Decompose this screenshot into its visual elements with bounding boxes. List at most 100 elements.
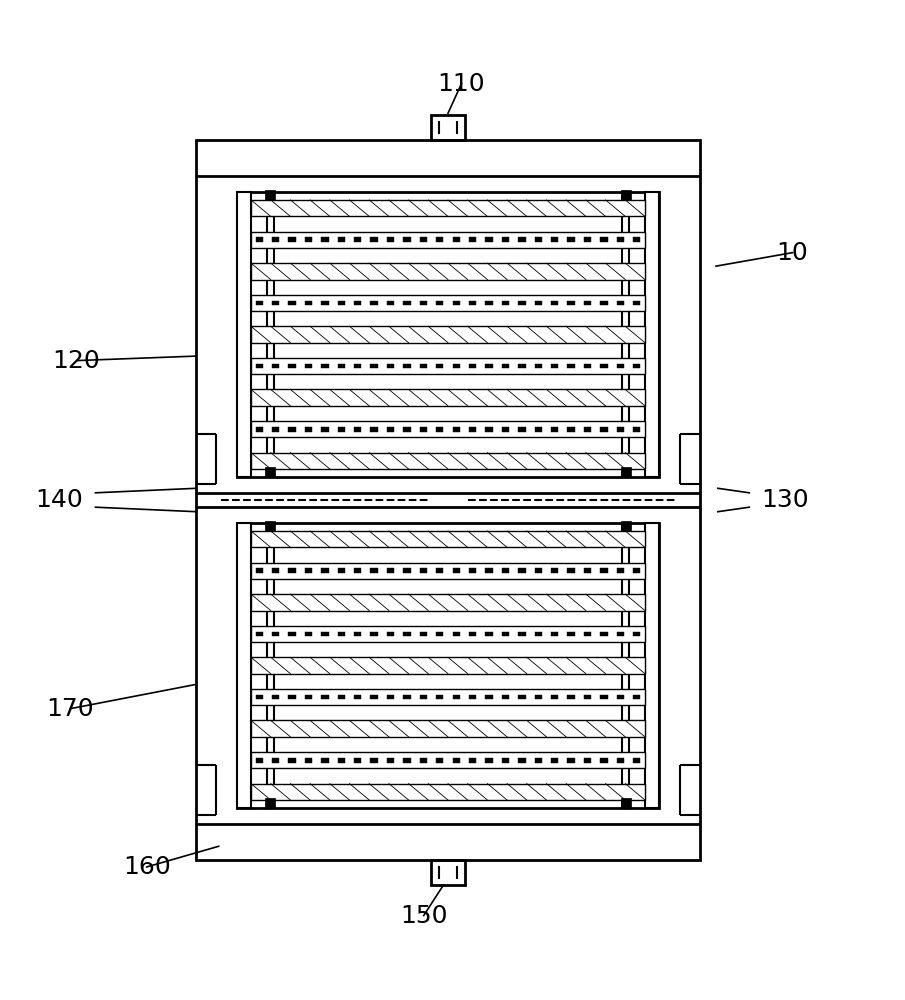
Bar bbox=[436, 237, 443, 242]
Bar bbox=[354, 758, 361, 763]
Bar bbox=[436, 632, 443, 636]
Bar bbox=[584, 301, 591, 305]
Bar bbox=[600, 427, 607, 432]
Bar bbox=[616, 632, 624, 636]
Bar bbox=[485, 427, 492, 432]
Bar bbox=[535, 568, 542, 573]
Bar bbox=[265, 798, 275, 808]
Bar bbox=[501, 568, 510, 573]
Bar bbox=[272, 427, 280, 432]
Bar bbox=[354, 632, 361, 636]
Bar bbox=[551, 364, 558, 368]
Bar bbox=[265, 190, 275, 200]
Bar bbox=[501, 364, 510, 368]
Bar bbox=[289, 632, 296, 636]
Bar bbox=[236, 192, 660, 477]
Bar bbox=[370, 568, 377, 573]
Bar bbox=[251, 752, 645, 768]
Bar bbox=[452, 237, 460, 242]
Bar bbox=[616, 695, 624, 699]
Bar bbox=[485, 632, 492, 636]
Bar bbox=[567, 237, 575, 242]
Bar bbox=[634, 237, 641, 242]
Bar bbox=[469, 427, 476, 432]
Bar bbox=[501, 695, 510, 699]
Bar bbox=[420, 695, 427, 699]
Bar bbox=[584, 568, 591, 573]
Bar bbox=[386, 364, 395, 368]
Bar bbox=[436, 695, 443, 699]
Bar bbox=[634, 427, 641, 432]
Bar bbox=[519, 364, 526, 368]
Bar bbox=[305, 695, 312, 699]
Bar bbox=[321, 568, 329, 573]
Bar bbox=[251, 295, 645, 311]
Bar bbox=[321, 364, 329, 368]
Bar bbox=[305, 364, 312, 368]
Bar bbox=[404, 237, 411, 242]
Bar bbox=[404, 568, 411, 573]
Bar bbox=[551, 758, 558, 763]
Bar bbox=[535, 632, 542, 636]
Bar bbox=[386, 758, 395, 763]
Bar bbox=[551, 301, 558, 305]
Bar bbox=[535, 758, 542, 763]
Bar bbox=[519, 427, 526, 432]
Bar bbox=[265, 467, 275, 477]
Bar bbox=[255, 237, 263, 242]
Bar bbox=[338, 758, 345, 763]
Bar bbox=[501, 632, 510, 636]
Bar bbox=[338, 301, 345, 305]
Bar bbox=[251, 689, 645, 705]
Text: 170: 170 bbox=[46, 697, 94, 721]
Bar bbox=[404, 695, 411, 699]
Bar bbox=[289, 695, 296, 699]
Bar bbox=[616, 364, 624, 368]
Bar bbox=[621, 798, 631, 808]
Bar bbox=[251, 358, 645, 374]
Bar bbox=[321, 427, 329, 432]
Bar bbox=[645, 523, 660, 808]
Bar bbox=[535, 427, 542, 432]
Bar bbox=[616, 237, 624, 242]
Bar bbox=[485, 568, 492, 573]
Bar bbox=[551, 237, 558, 242]
Bar bbox=[255, 632, 263, 636]
Bar bbox=[251, 232, 645, 248]
Bar bbox=[452, 758, 460, 763]
Bar bbox=[485, 758, 492, 763]
Bar bbox=[436, 301, 443, 305]
Bar bbox=[567, 695, 575, 699]
Bar bbox=[338, 427, 345, 432]
Bar bbox=[519, 632, 526, 636]
Bar bbox=[272, 364, 280, 368]
Text: 10: 10 bbox=[776, 241, 808, 265]
Bar bbox=[436, 364, 443, 368]
Bar bbox=[535, 237, 542, 242]
Bar bbox=[354, 568, 361, 573]
Bar bbox=[267, 523, 273, 808]
Bar bbox=[469, 568, 476, 573]
Bar bbox=[255, 364, 263, 368]
Bar bbox=[370, 758, 377, 763]
Bar bbox=[338, 568, 345, 573]
Bar bbox=[485, 301, 492, 305]
Bar bbox=[519, 758, 526, 763]
Bar bbox=[616, 758, 624, 763]
Bar bbox=[251, 594, 645, 611]
Bar bbox=[600, 758, 607, 763]
Bar bbox=[404, 632, 411, 636]
Bar bbox=[616, 568, 624, 573]
Bar bbox=[634, 632, 641, 636]
Bar bbox=[452, 364, 460, 368]
Bar bbox=[354, 301, 361, 305]
Bar bbox=[338, 632, 345, 636]
Bar bbox=[305, 427, 312, 432]
Bar bbox=[370, 364, 377, 368]
Bar bbox=[236, 192, 251, 477]
Bar bbox=[452, 301, 460, 305]
Bar bbox=[255, 427, 263, 432]
Text: 130: 130 bbox=[761, 488, 809, 512]
Text: 140: 140 bbox=[35, 488, 83, 512]
Bar bbox=[634, 568, 641, 573]
